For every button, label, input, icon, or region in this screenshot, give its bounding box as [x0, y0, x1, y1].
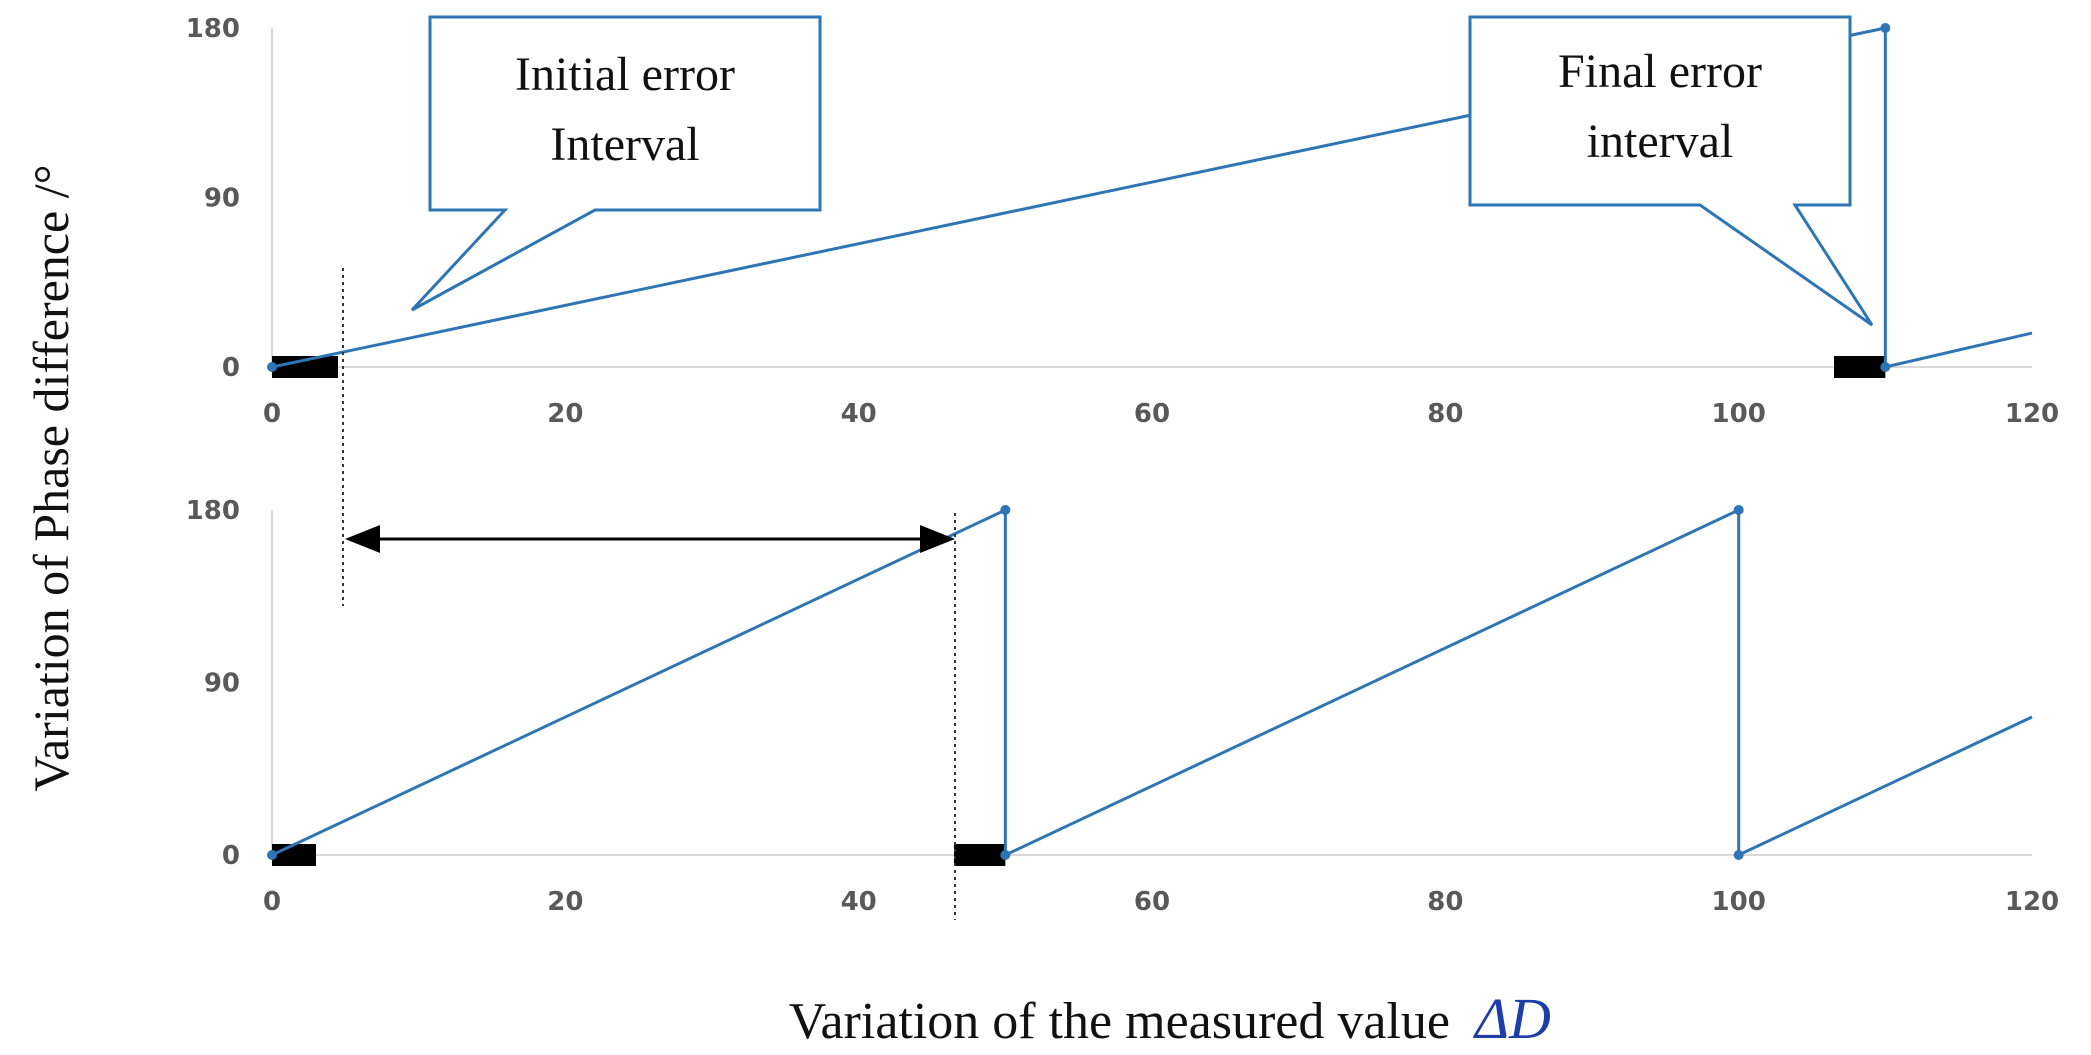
x-tick-label: 80	[1427, 399, 1463, 429]
data-point	[1000, 505, 1011, 515]
y-tick-label: 0	[222, 353, 240, 383]
x-tick-label: 40	[841, 399, 877, 429]
error-interval-bar	[272, 844, 316, 866]
callout-final-line1: Final error	[1558, 45, 1762, 98]
x-axis-symbol: ΔD	[1473, 986, 1551, 1051]
error-interval-bar	[1834, 356, 1886, 378]
series-line	[271, 26, 2033, 369]
y-tick-label: 180	[186, 496, 240, 526]
top-panel: 0 20 40 60 80 100 120 0 90 180	[186, 14, 2059, 429]
x-axis-label: Variation of the measured value	[789, 993, 1450, 1050]
y-axis-label: Variation of Phase difference /°	[23, 164, 79, 791]
callout-final-error: Final error interval	[1468, 15, 1874, 327]
callout-initial-line1: Initial error	[515, 48, 735, 101]
data-point	[1733, 505, 1744, 515]
data-point	[267, 362, 277, 372]
y-tick-label: 90	[204, 669, 240, 699]
x-tick-label: 0	[263, 887, 281, 917]
error-interval-bar	[954, 844, 1006, 866]
data-point	[1000, 850, 1011, 860]
bottom-panel: 0 20 40 60 80 100 120 0 90 180	[186, 496, 2059, 917]
x-tick-label: 120	[2005, 399, 2059, 429]
y-tick-label: 90	[204, 184, 240, 214]
x-tick-label: 60	[1134, 399, 1170, 429]
range-arrow	[345, 525, 955, 553]
x-tick-label: 120	[2005, 887, 2059, 917]
data-point	[267, 850, 277, 860]
data-point	[1880, 362, 1891, 372]
x-tick-label: 20	[547, 887, 583, 917]
x-tick-label: 40	[841, 887, 877, 917]
data-point	[1880, 23, 1891, 33]
y-tick-label: 180	[186, 14, 240, 44]
series-line	[271, 507, 2033, 858]
x-tick-label: 60	[1134, 887, 1170, 917]
callout-final-line2: interval	[1587, 115, 1734, 168]
callout-initial-error: Initial error Interval	[410, 15, 822, 312]
callout-initial-line2: Interval	[550, 118, 699, 171]
x-tick-label: 80	[1427, 887, 1463, 917]
x-tick-label: 100	[1712, 887, 1766, 917]
y-tick-label: 0	[222, 841, 240, 871]
error-interval-bar	[272, 356, 338, 378]
x-tick-label: 20	[547, 399, 583, 429]
x-tick-label: 100	[1712, 399, 1766, 429]
x-tick-label: 0	[263, 399, 281, 429]
data-point	[1733, 850, 1744, 860]
